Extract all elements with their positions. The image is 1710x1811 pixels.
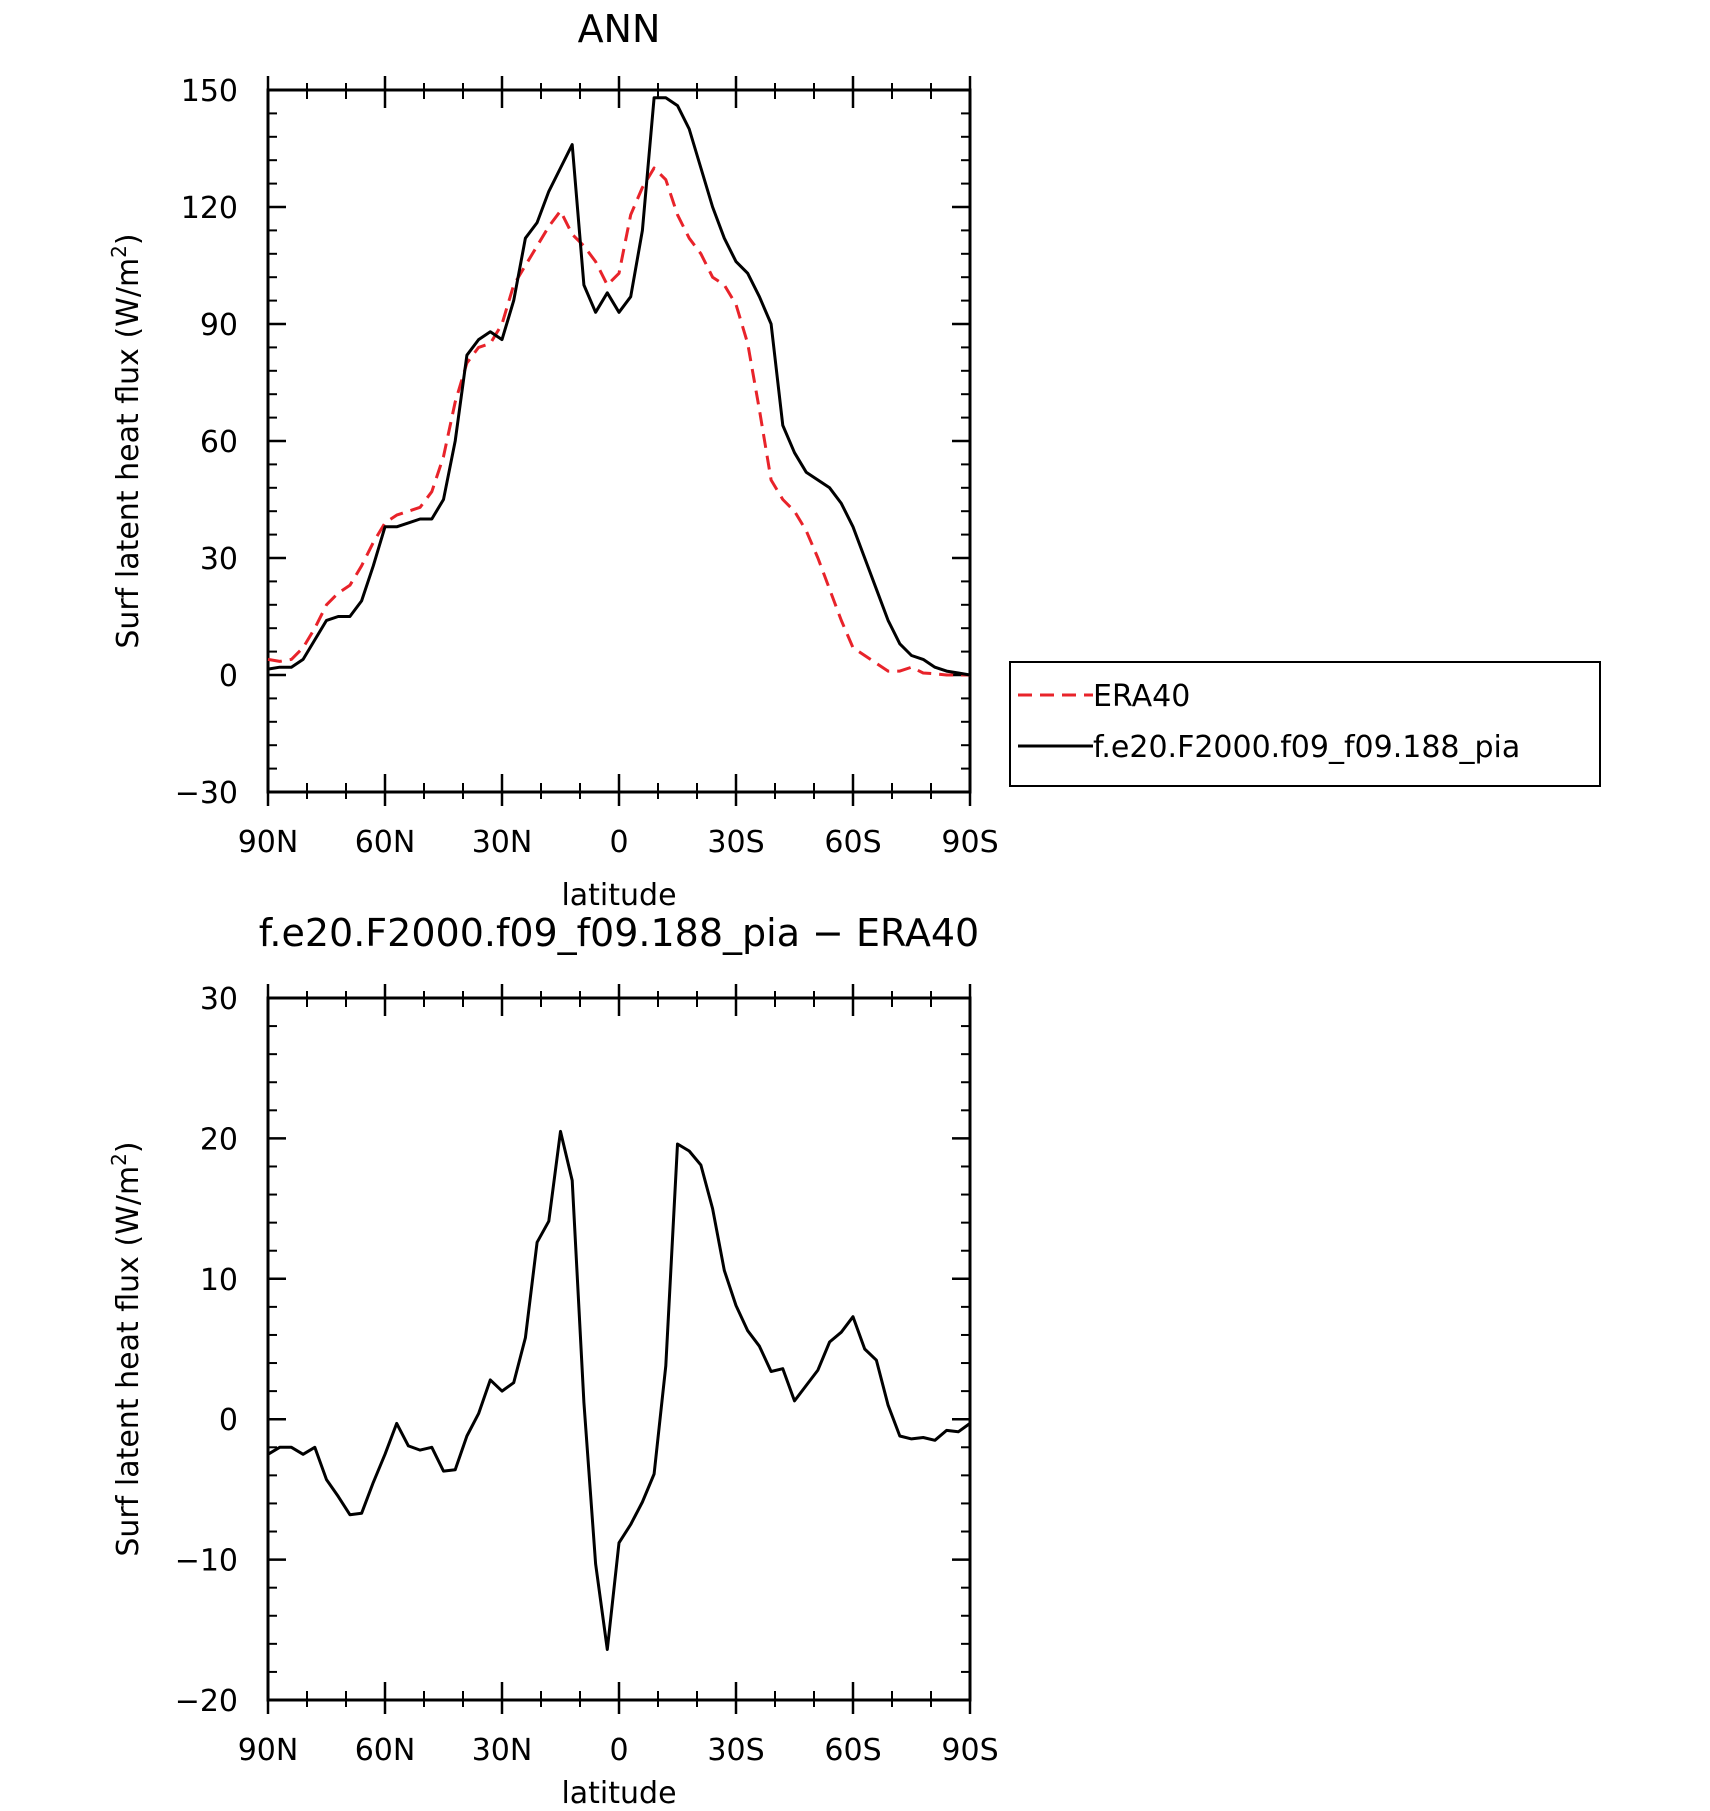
y-tick-label: 0 [219, 659, 238, 694]
y-tick-label: 90 [200, 308, 238, 343]
y-tick-label: 20 [200, 1122, 238, 1157]
x-tick-label: 60N [355, 1733, 416, 1768]
top-y-axis-label-main: Surf latent heat flux (W/m [111, 258, 146, 649]
y-tick-label: 60 [200, 425, 238, 460]
top-plot-frame [266, 88, 972, 794]
series-line-difference [267, 1129, 971, 1651]
bottom-y-axis-label-main: Surf latent heat flux (W/m [111, 1166, 146, 1557]
y-tick-label: −10 [175, 1544, 238, 1579]
bottom-y-axis-label-sup: 2 [107, 1153, 131, 1166]
x-tick-label: 0 [609, 1733, 628, 1768]
x-tick-label: 60S [824, 1733, 881, 1768]
y-tick-label: 0 [219, 1403, 238, 1438]
top-axis-ticks: −30 0 30 60 90 120 150 90N 60N 30N 0 30S 60S 90S [175, 74, 999, 860]
bottom-axis-ticks: −20 −10 0 10 20 30 90N 60N 30N 0 30S 60S 90S [175, 982, 999, 1768]
y-tick-label: −30 [175, 776, 238, 811]
bottom-panel-title: f.e20.F2000.f09_f09.188_pia − ERA40 [259, 911, 979, 955]
x-tick-label: 90N [238, 825, 299, 860]
bottom-y-axis-label: Surf latent heat flux (W/m2) [107, 1141, 146, 1556]
y-tick-label: −20 [175, 1684, 238, 1719]
bottom-series-group [267, 1129, 971, 1651]
bottom-panel: f.e20.F2000.f09_f09.188_pia − ERA40 −20−… [107, 911, 999, 1811]
top-panel-title: ANN [578, 7, 661, 51]
y-tick-label: 150 [181, 74, 238, 109]
legend-era40-label: ERA40 [1093, 679, 1190, 714]
series-line-era40 [267, 166, 970, 677]
top-y-axis-label: Surf latent heat flux (W/m2) [107, 233, 146, 648]
legend-model-label: f.e20.F2000.f09_f09.188_pia [1093, 730, 1520, 765]
x-tick-label: 90S [941, 1733, 998, 1768]
bottom-y-axis-label-close: ) [111, 1141, 146, 1153]
x-tick-label: 90S [941, 825, 998, 860]
top-series-group [267, 96, 971, 677]
y-tick-label: 10 [200, 1263, 238, 1298]
top-y-axis-label-close: ) [111, 233, 146, 245]
bottom-x-axis-label: latitude [561, 1776, 676, 1811]
y-tick-label: 30 [200, 982, 238, 1017]
x-tick-label: 30N [472, 825, 533, 860]
x-tick-label: 90N [238, 1733, 299, 1768]
top-y-axis-label-sup: 2 [107, 245, 131, 258]
legend: ERA40 f.e20.F2000.f09_f09.188_pia [1009, 661, 1601, 787]
y-tick-label: 120 [181, 191, 238, 226]
y-tick-label: 30 [200, 542, 238, 577]
x-tick-label: 60N [355, 825, 416, 860]
x-tick-label: 30S [707, 1733, 764, 1768]
top-x-axis-label: latitude [561, 878, 676, 913]
x-tick-label: 0 [609, 825, 628, 860]
legend-box [1009, 661, 1601, 787]
x-tick-label: 30N [472, 1733, 533, 1768]
x-tick-label: 60S [824, 825, 881, 860]
x-tick-label: 30S [707, 825, 764, 860]
series-line-model [267, 96, 971, 677]
